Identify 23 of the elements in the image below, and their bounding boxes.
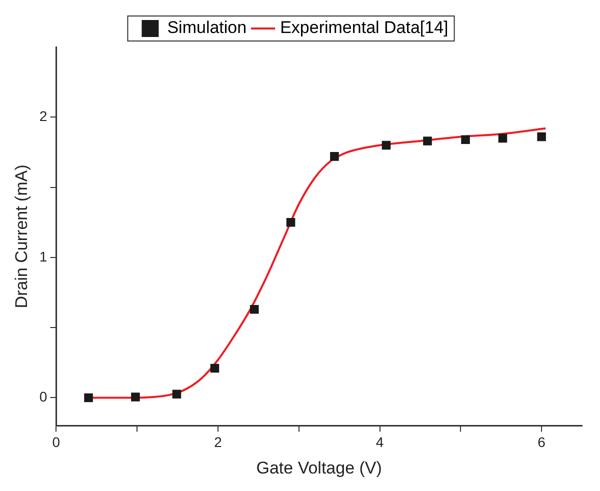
point [382, 140, 391, 150]
point [172, 390, 182, 398]
x-tick-label: 2 [214, 434, 222, 450]
point [498, 134, 508, 143]
legend-label: Experimental Data[14] [280, 18, 448, 38]
point [131, 392, 140, 402]
x-axis-title: Gate Voltage (V) [256, 458, 382, 478]
x-tick-label: 6 [538, 434, 546, 450]
x-tick-label: 4 [376, 434, 384, 450]
point [250, 304, 259, 314]
point [330, 152, 339, 161]
x-tick-label: 0 [52, 434, 60, 450]
y-tick-label: 1 [39, 248, 48, 264]
y-axis-title: Drain Current (mA) [12, 164, 31, 308]
point [423, 136, 432, 146]
point [461, 135, 470, 144]
point [286, 218, 296, 227]
y-tick-label: 2 [39, 108, 48, 124]
y-tick-label: 0 [39, 388, 48, 405]
point [210, 364, 220, 373]
point [537, 132, 546, 142]
point [84, 393, 93, 402]
legend-label: Simulation [167, 18, 247, 38]
